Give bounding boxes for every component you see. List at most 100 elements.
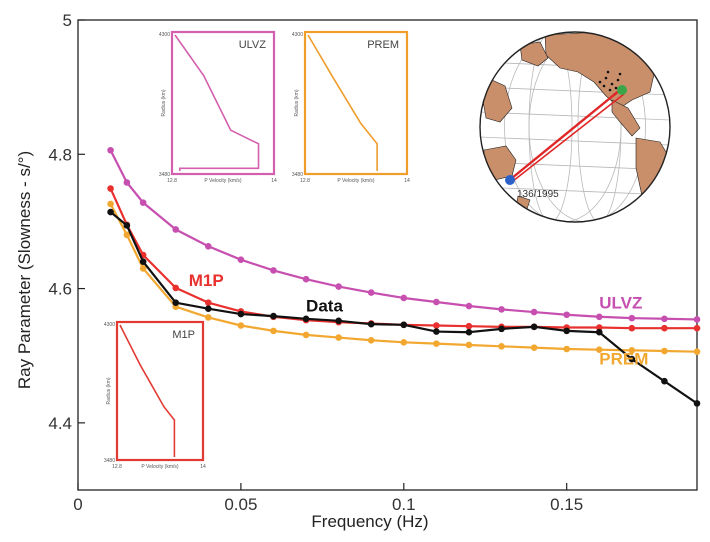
inset-profile-line (307, 34, 378, 171)
data-point-ulvz (270, 267, 277, 274)
inset-title: ULVZ (239, 39, 267, 51)
data-point-ulvz (628, 314, 636, 322)
plot-border (77, 19, 698, 491)
data-point-data (563, 327, 570, 335)
inset-profile-line (174, 34, 260, 171)
data-point-ulvz (107, 146, 114, 154)
y-axis: 4.4 4.6 4.8 5 (48, 11, 85, 433)
parallel-line (480, 111, 670, 121)
data-point-ulvz (302, 275, 310, 283)
source-marker (505, 175, 515, 185)
station-marker (604, 76, 608, 80)
data-point-prem (367, 336, 375, 344)
inset-y-tick-label: 4300 (292, 32, 303, 38)
station-marker (614, 86, 618, 90)
data-point-data (595, 328, 603, 336)
data-point-data (123, 222, 131, 229)
data-point-prem (139, 265, 147, 272)
inset-y-tick-label: 3480 (104, 458, 115, 464)
series-label-data: Data (306, 296, 343, 315)
series-line-prem (109, 203, 698, 353)
data-point-ulvz (172, 226, 180, 233)
data-point-m1p (172, 284, 180, 292)
data-point-prem (693, 348, 701, 355)
inset-y-tick-label: 4300 (104, 322, 115, 328)
data-point-ulvz (335, 283, 342, 290)
data-point-ulvz (465, 302, 473, 310)
series-line-data (109, 211, 698, 405)
inset-x-tick-label: 12.8 (167, 178, 177, 184)
data-point-data (270, 312, 277, 320)
data-point-m1p (661, 324, 668, 332)
data-point-ulvz (693, 316, 701, 323)
inset-y-label: Radius (km) (106, 377, 112, 404)
data-point-data (628, 355, 636, 363)
inset-y-tick-label: 3480 (292, 172, 303, 178)
data-point-prem (595, 346, 603, 353)
y-tick-label: 4.6 (48, 280, 72, 299)
data-point-m1p (107, 185, 114, 192)
series-layer (107, 146, 701, 407)
data-point-data (498, 325, 505, 333)
receiver-marker (617, 85, 627, 95)
meridian-line (577, 32, 622, 222)
data-point-prem (563, 345, 570, 353)
plot-frame (77, 19, 698, 491)
station-marker (616, 78, 620, 82)
data-point-ulvz (595, 313, 603, 321)
data-point-data (335, 317, 342, 325)
data-point-ulvz (433, 298, 440, 306)
data-point-m1p (693, 324, 701, 332)
station-marker (598, 80, 602, 84)
inset-x-tick-label: 12.8 (300, 178, 310, 184)
data-point-data (367, 320, 375, 328)
data-point-data (205, 305, 212, 313)
data-point-data (693, 400, 701, 407)
series-label-prem: PREM (599, 349, 648, 368)
data-point-data (237, 310, 245, 318)
inset-frame (303, 30, 409, 176)
data-point-data (465, 328, 473, 336)
data-point-data (107, 208, 114, 216)
x-axis-title: Frequency (Hz) (311, 512, 428, 531)
data-point-data (302, 315, 310, 323)
ray-path (511, 89, 621, 179)
meridian-line (528, 32, 646, 222)
x-tick-label: 0.05 (224, 495, 257, 514)
station-marker (618, 72, 622, 76)
data-point-ulvz (661, 315, 668, 323)
y-tick-label: 5 (63, 11, 72, 30)
inset-m1p: M1P P Velocity (km/s) 12.8 14 4300 3480 Radius… (104, 320, 206, 470)
data-point-prem (205, 314, 212, 321)
inset-frame (115, 320, 205, 462)
inset-title: PREM (367, 39, 399, 51)
inset-x-label: P Velocity (km/s) (141, 464, 178, 470)
station-marker (608, 88, 612, 92)
event-label: 136/1995 (517, 189, 559, 200)
data-point-ulvz (139, 199, 147, 206)
inset-y-label: Radius (km) (161, 89, 167, 116)
station-marker (602, 84, 606, 88)
data-point-prem (237, 322, 245, 329)
data-point-data (172, 299, 180, 306)
data-point-data (661, 377, 668, 385)
station-marker (606, 70, 610, 74)
series-label-ulvz: ULVZ (599, 294, 642, 313)
x-tick-label: 0.15 (550, 495, 583, 514)
data-point-ulvz (367, 289, 375, 296)
data-point-ulvz (498, 306, 505, 313)
data-point-prem (661, 347, 668, 355)
data-point-data (530, 323, 538, 331)
inset-profile-line (119, 324, 176, 457)
inset-x-tick-label: 14 (404, 178, 410, 184)
data-point-prem (302, 331, 310, 339)
inset-prem: PREM P Velocity (km/s) 12.8 14 4300 3480 Radiu… (292, 30, 410, 184)
landmass-central-america (611, 99, 641, 137)
data-point-prem (400, 338, 408, 346)
series-line-ulvz (109, 149, 698, 321)
data-point-data (433, 328, 440, 335)
y-tick-label: 4.8 (48, 145, 72, 164)
data-point-prem (335, 334, 342, 341)
station-marker (610, 82, 614, 86)
data-point-m1p (465, 322, 473, 330)
